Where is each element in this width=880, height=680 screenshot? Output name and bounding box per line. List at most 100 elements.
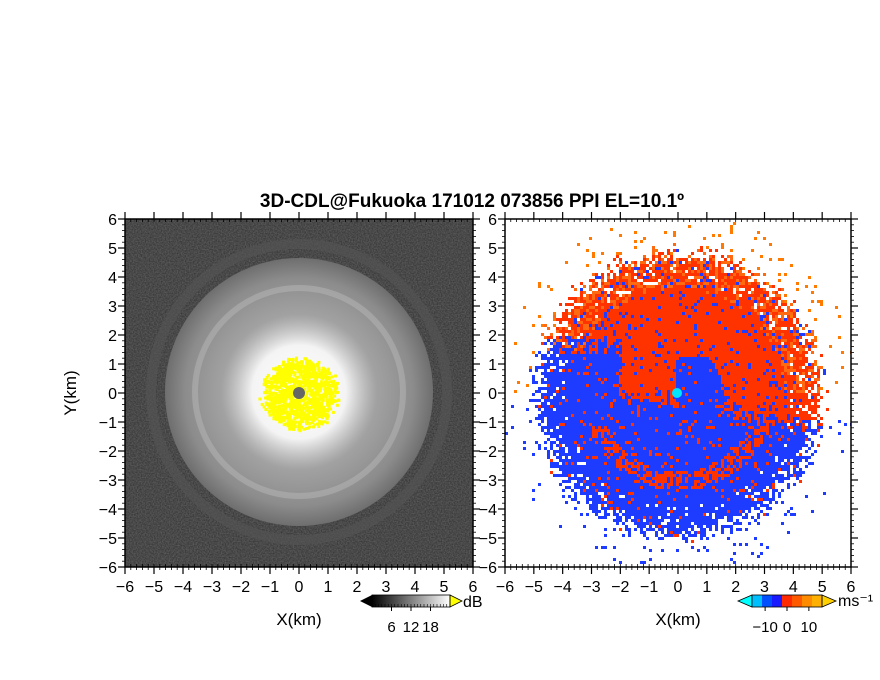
velocity-pixel xyxy=(748,360,751,363)
velocity-pixel xyxy=(622,339,625,342)
velocity-pixel xyxy=(664,348,667,351)
velocity-pixel xyxy=(625,360,628,363)
velocity-pixel xyxy=(682,333,685,336)
velocity-pixel xyxy=(697,369,700,372)
velocity-pixel xyxy=(706,339,709,342)
velocity-pixel xyxy=(709,327,712,330)
velocity-pixel xyxy=(655,342,658,345)
velocity-pixel xyxy=(613,321,616,324)
velocity-pixel xyxy=(712,333,715,336)
core-pixel xyxy=(291,392,295,396)
velocity-pixel xyxy=(736,369,739,372)
velocity-pixel xyxy=(577,375,580,378)
velocity-pixel xyxy=(757,285,760,288)
velocity-pixel xyxy=(673,348,676,351)
velocity-pixel xyxy=(703,384,706,387)
velocity-pixel xyxy=(601,345,604,348)
velocity-pixel xyxy=(718,306,721,309)
velocity-pixel xyxy=(685,324,688,327)
velocity-pixel xyxy=(739,351,742,354)
core-pixel xyxy=(290,396,294,400)
velocity-pixel xyxy=(685,354,688,357)
velocity-pixel xyxy=(793,393,796,396)
velocity-pixel xyxy=(667,288,670,291)
velocity-pixel xyxy=(772,360,775,363)
velocity-pixel xyxy=(673,291,676,294)
velocity-pixel xyxy=(559,318,562,321)
velocity-pixel xyxy=(730,378,733,381)
velocity-pixel xyxy=(670,273,673,276)
velocity-pixel xyxy=(667,372,670,375)
velocity-pixel xyxy=(601,378,604,381)
velocity-pixel xyxy=(556,381,559,384)
core-pixel xyxy=(302,427,306,431)
velocity-pixel xyxy=(772,309,775,312)
velocity-pixel xyxy=(730,381,733,384)
velocity-pixel xyxy=(787,360,790,363)
velocity-pixel xyxy=(763,378,766,381)
velocity-pixel xyxy=(790,309,793,312)
velocity-pixel xyxy=(703,252,706,255)
velocity-pixel xyxy=(664,390,667,393)
velocity-pixel xyxy=(703,393,706,396)
core-pixel xyxy=(284,406,287,410)
velocity-pixel xyxy=(589,324,592,327)
velocity-pixel xyxy=(634,264,637,267)
velocity-pixel xyxy=(760,384,763,387)
velocity-pixel xyxy=(571,339,574,342)
velocity-pixel xyxy=(661,261,664,264)
velocity-pixel xyxy=(721,330,724,333)
velocity-pixel xyxy=(667,261,670,264)
velocity-pixel xyxy=(724,258,727,261)
velocity-pixel xyxy=(763,300,766,303)
velocity-pixel xyxy=(691,264,694,267)
velocity-pixel xyxy=(547,351,550,354)
velocity-pixel xyxy=(616,276,619,279)
velocity-pixel xyxy=(631,261,634,264)
velocity-pixel xyxy=(622,306,625,309)
velocity-pixel xyxy=(580,294,583,297)
velocity-pixel xyxy=(610,336,613,339)
velocity-pixel xyxy=(709,273,712,276)
velocity-pixel xyxy=(778,351,781,354)
velocity-pixel xyxy=(574,300,577,303)
velocity-pixel xyxy=(790,264,793,267)
velocity-pixel xyxy=(652,372,655,375)
velocity-pixel xyxy=(802,351,805,354)
velocity-pixel xyxy=(724,390,727,393)
velocity-pixel xyxy=(565,354,568,357)
velocity-pixel xyxy=(673,309,676,312)
velocity-pixel xyxy=(697,390,700,393)
velocity-pixel xyxy=(727,357,730,360)
velocity-pixel xyxy=(766,336,769,339)
velocity-pixel xyxy=(739,312,742,315)
velocity-pixel xyxy=(799,357,802,360)
velocity-pixel xyxy=(652,300,655,303)
velocity-pixel xyxy=(685,375,688,378)
velocity-pixel xyxy=(790,324,793,327)
velocity-pixel xyxy=(655,303,658,306)
velocity-pixel xyxy=(541,393,544,396)
velocity-pixel xyxy=(676,267,679,270)
velocity-pixel xyxy=(727,291,730,294)
velocity-pixel xyxy=(670,309,673,312)
velocity-pixel xyxy=(550,387,553,390)
velocity-pixel xyxy=(781,393,784,396)
core-pixel xyxy=(296,415,300,419)
velocity-pixel xyxy=(640,336,643,339)
velocity-pixel xyxy=(721,261,724,264)
core-pixel xyxy=(276,408,280,412)
velocity-field xyxy=(505,222,851,564)
velocity-pixel xyxy=(700,375,703,378)
velocity-pixel xyxy=(646,321,649,324)
core-pixel xyxy=(276,394,280,398)
velocity-pixel xyxy=(664,294,667,297)
velocity-pixel xyxy=(745,333,748,336)
velocity-pixel xyxy=(553,342,556,345)
velocity-pixel xyxy=(733,222,736,225)
velocity-pixel xyxy=(673,357,676,360)
velocity-pixel xyxy=(610,333,613,336)
velocity-pixel xyxy=(703,351,706,354)
velocity-pixel xyxy=(610,327,613,330)
velocity-pixel xyxy=(646,354,649,357)
